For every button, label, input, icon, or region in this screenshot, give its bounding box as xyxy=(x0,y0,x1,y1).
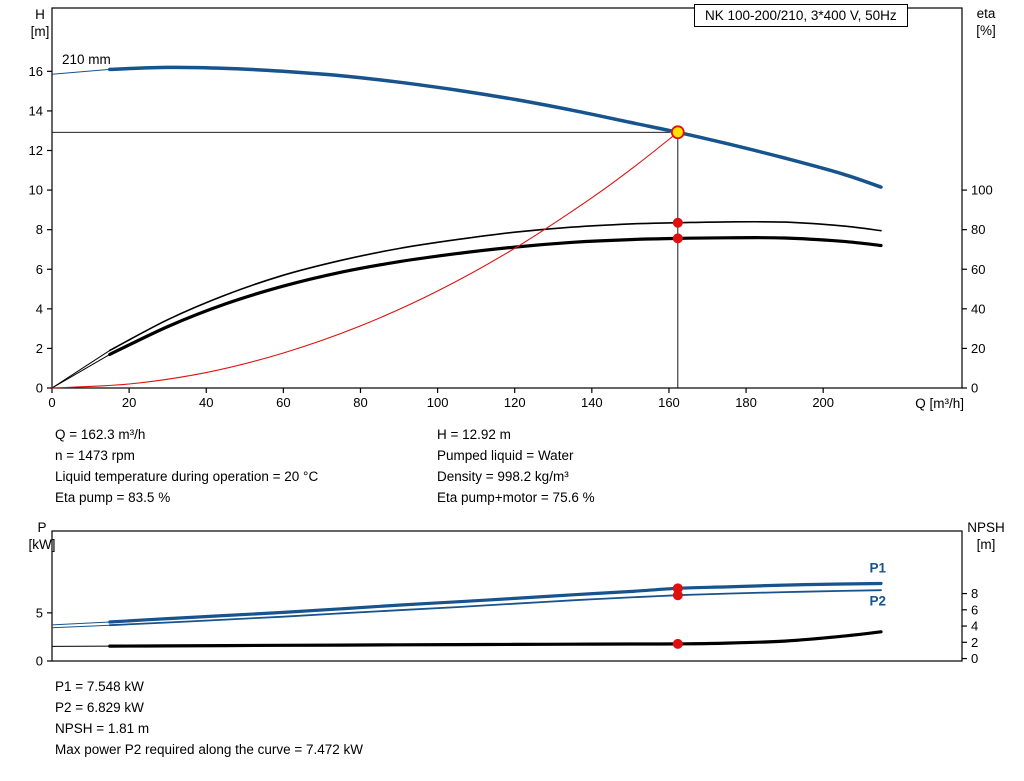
max-power-value: Max power P2 required along the curve = … xyxy=(55,742,364,757)
svg-text:2: 2 xyxy=(971,635,978,650)
q-axis-title: Q [m³/h] xyxy=(915,396,964,411)
svg-text:120: 120 xyxy=(504,395,526,410)
q-value: Q = 162.3 m³/h xyxy=(55,427,146,442)
eta-axis-label: eta xyxy=(976,6,996,21)
svg-text:6: 6 xyxy=(36,262,43,277)
right-axis-ticks: 0 20 40 60 80 100 xyxy=(962,183,993,396)
p2-value: P2 = 6.829 kW xyxy=(55,700,144,715)
operating-data-left-column: Q = 162.3 m³/h n = 1473 rpm Liquid tempe… xyxy=(55,424,318,508)
npsh-axis-title: NPSH [m] xyxy=(960,519,1012,553)
left-axis-ticks: 05 xyxy=(36,605,52,669)
svg-text:8: 8 xyxy=(36,222,43,237)
eta-pump-curve xyxy=(51,220,882,389)
svg-text:40: 40 xyxy=(199,395,213,410)
duty-guide-lines xyxy=(52,131,679,388)
svg-text:2: 2 xyxy=(36,341,43,356)
svg-text:12: 12 xyxy=(29,143,43,158)
p2-curve: P2 xyxy=(51,589,886,629)
p1-value: P1 = 7.548 kW xyxy=(55,679,144,694)
plot-frame xyxy=(51,530,963,662)
svg-text:16: 16 xyxy=(29,64,43,79)
svg-text:60: 60 xyxy=(971,262,985,277)
system-curve xyxy=(51,131,679,389)
p1-curve-label: P1 xyxy=(869,560,886,575)
svg-text:140: 140 xyxy=(581,395,603,410)
svg-text:80: 80 xyxy=(971,222,985,237)
impeller-diameter-label: 210 mm xyxy=(62,52,111,67)
svg-text:100: 100 xyxy=(427,395,449,410)
svg-text:0: 0 xyxy=(36,654,43,669)
svg-text:100: 100 xyxy=(971,183,993,198)
power-data-block: P1 = 7.548 kW P2 = 6.829 kW NPSH = 1.81 … xyxy=(55,676,363,760)
svg-text:40: 40 xyxy=(971,301,985,316)
npsh-value: NPSH = 1.81 m xyxy=(55,721,150,736)
npsh-axis-unit: [m] xyxy=(976,537,996,552)
svg-text:60: 60 xyxy=(276,395,290,410)
eta-pump-motor-curve xyxy=(51,236,883,389)
p-axis-unit: [kW] xyxy=(28,537,56,552)
duty-markers xyxy=(672,583,683,649)
eta-pump-value: Eta pump = 83.5 % xyxy=(55,490,171,505)
svg-text:4: 4 xyxy=(971,619,978,634)
p-axis-title: P [kW] xyxy=(22,519,62,553)
svg-text:200: 200 xyxy=(812,395,834,410)
left-axis-ticks: 0 2 4 6 8 10 12 14 16 xyxy=(29,64,52,396)
svg-text:4: 4 xyxy=(36,301,43,316)
eta-pump-motor-value: Eta pump+motor = 75.6 % xyxy=(437,490,595,505)
p-axis-label: P xyxy=(37,520,47,535)
p1-marker xyxy=(672,583,683,594)
eta-pump-marker xyxy=(672,217,683,228)
qh-eta-chart-svg: 0 20 40 60 80 100 120 140 160 180 2000246810121416… xyxy=(29,7,993,410)
svg-text:8: 8 xyxy=(971,586,978,601)
plot-frame xyxy=(51,7,963,389)
x-axis-ticks: 0 20 40 60 80 100 120 140 160 180 200 xyxy=(48,388,834,410)
p2-marker xyxy=(672,590,683,601)
h-curve xyxy=(51,65,883,189)
pumped-liquid-value: Pumped liquid = Water xyxy=(437,448,574,463)
svg-text:5: 5 xyxy=(36,605,43,620)
p2-curve-label: P2 xyxy=(869,594,886,609)
eta-axis-unit: [%] xyxy=(976,23,996,38)
eta-pump-motor-marker xyxy=(672,233,683,244)
h-axis-title: H [m] xyxy=(22,6,58,40)
svg-text:20: 20 xyxy=(122,395,136,410)
duty-markers xyxy=(670,125,685,244)
pump-title-box: NK 100-200/210, 3*400 V, 50Hz xyxy=(694,4,908,27)
density-value: Density = 998.2 kg/m³ xyxy=(437,469,569,484)
svg-text:0: 0 xyxy=(971,381,978,396)
eta-axis-title: eta [%] xyxy=(964,5,1008,39)
operating-data-right-column: H = 12.92 m Pumped liquid = Water Densit… xyxy=(437,424,595,508)
right-axis-ticks: 024 68 xyxy=(962,586,978,666)
npsh-marker xyxy=(672,638,683,649)
svg-text:160: 160 xyxy=(658,395,680,410)
speed-value: n = 1473 rpm xyxy=(55,448,135,463)
svg-text:6: 6 xyxy=(971,602,978,617)
svg-text:0: 0 xyxy=(48,395,55,410)
svg-text:0: 0 xyxy=(971,651,978,666)
duty-point-marker xyxy=(670,125,685,140)
svg-text:180: 180 xyxy=(735,395,757,410)
npsh-curve xyxy=(51,630,883,648)
head-value: H = 12.92 m xyxy=(437,427,511,442)
liquid-temperature-value: Liquid temperature during operation = 20… xyxy=(55,469,319,484)
svg-text:14: 14 xyxy=(29,103,43,118)
svg-text:10: 10 xyxy=(29,183,43,198)
pump-title-text: NK 100-200/210, 3*400 V, 50Hz xyxy=(705,8,897,23)
npsh-axis-label: NPSH xyxy=(967,520,1005,535)
p1-curve: P1 xyxy=(51,560,886,626)
svg-text:20: 20 xyxy=(971,341,985,356)
h-axis-unit: [m] xyxy=(30,24,50,39)
svg-text:80: 80 xyxy=(353,395,367,410)
svg-text:0: 0 xyxy=(36,381,43,396)
h-axis-label: H xyxy=(35,7,45,22)
